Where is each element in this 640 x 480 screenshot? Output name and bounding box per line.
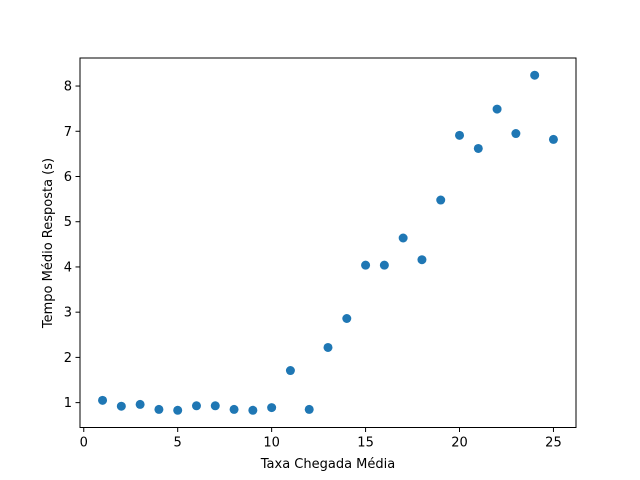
x-axis-label: Taxa Chegada Média [260,457,395,472]
data-point [398,233,408,243]
data-point [323,342,333,352]
data-point [379,260,389,270]
x-tick-label: 0 [80,436,88,451]
y-tick-label: 8 [64,80,72,95]
data-point [361,260,371,270]
data-point [191,401,201,411]
data-point [417,255,427,265]
x-axis-ticks: 0 5 10 15 20 25 [80,427,562,451]
data-point [154,404,164,414]
data-point [436,195,446,205]
y-tick-label: 7 [64,125,72,140]
x-tick-label: 15 [357,436,374,451]
data-point [116,401,126,411]
x-tick-label: 20 [451,436,468,451]
x-tick-label: 5 [174,436,182,451]
data-point [511,129,521,139]
data-point [304,404,314,414]
data-point [229,404,239,414]
data-point [285,366,295,376]
y-tick-label: 2 [64,351,72,366]
data-point [342,314,352,323]
data-point [492,104,502,114]
y-axis-ticks: 1 2 3 4 5 6 7 8 [64,80,80,411]
data-point [455,130,465,140]
data-point [135,399,145,409]
y-tick-label: 1 [64,396,72,411]
data-point [530,70,540,80]
data-point [248,405,258,415]
data-point [173,405,183,415]
data-point [98,395,108,405]
y-tick-label: 3 [64,306,72,321]
y-tick-label: 5 [64,215,72,230]
data-point [548,134,558,144]
plot-frame [79,57,577,428]
x-tick-label: 25 [545,436,562,451]
data-point [473,143,483,153]
y-tick-label: 6 [64,170,72,185]
y-axis-label: Tempo Médio Resposta (s) [41,158,56,329]
data-point [267,403,277,413]
data-points [98,70,558,415]
data-point [210,401,220,411]
x-tick-label: 10 [263,436,280,451]
y-tick-label: 4 [64,260,72,275]
